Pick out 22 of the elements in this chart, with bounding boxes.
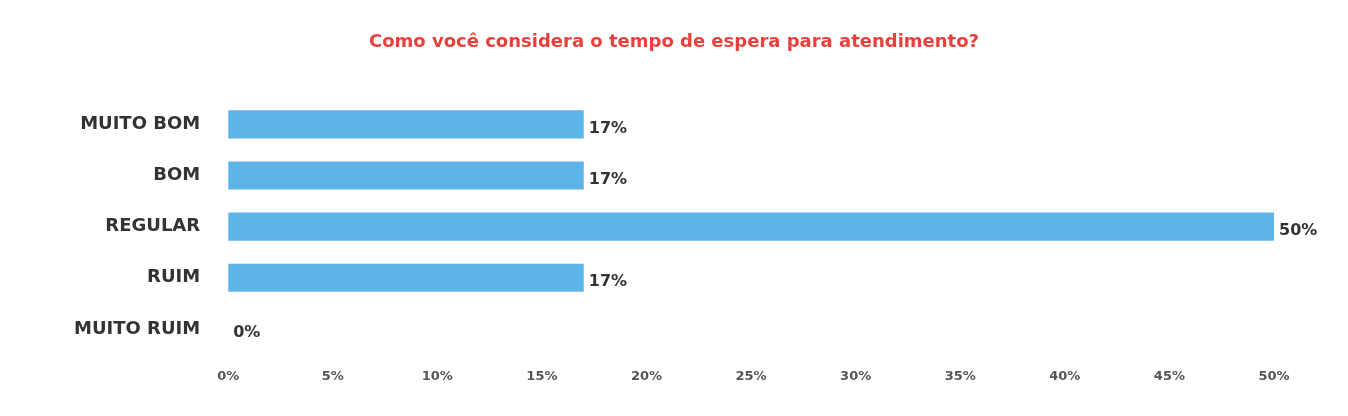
- x-tick-label: 10%: [421, 367, 453, 383]
- y-tick-label: MUITO RUIM: [73, 316, 201, 338]
- x-tick-label: 30%: [840, 367, 872, 383]
- x-tick-label: 0%: [217, 367, 240, 383]
- y-tick-label: REGULAR: [105, 214, 201, 236]
- data-label: 50%: [1279, 219, 1318, 239]
- x-tick-label: 40%: [1049, 367, 1081, 383]
- y-tick-label: RUIM: [147, 265, 201, 287]
- data-label: 17%: [588, 117, 628, 137]
- x-tick-label: 5%: [321, 367, 344, 383]
- chart-title: Como você considera o tempo de espera para atendimento?: [367, 30, 981, 51]
- x-tick-label: 25%: [735, 367, 767, 383]
- x-tick-label: 15%: [526, 367, 558, 383]
- x-tick-label: 45%: [1153, 367, 1185, 383]
- x-tick-label: 50%: [1258, 367, 1290, 383]
- data-label: 17%: [588, 270, 628, 290]
- data-label: 0%: [233, 322, 261, 341]
- data-label: 17%: [588, 168, 628, 188]
- x-tick-label: 35%: [944, 367, 976, 383]
- y-tick-label: MUITO BOM: [80, 112, 201, 134]
- y-tick-label: BOM: [153, 163, 201, 185]
- x-tick-label: 20%: [630, 367, 663, 383]
